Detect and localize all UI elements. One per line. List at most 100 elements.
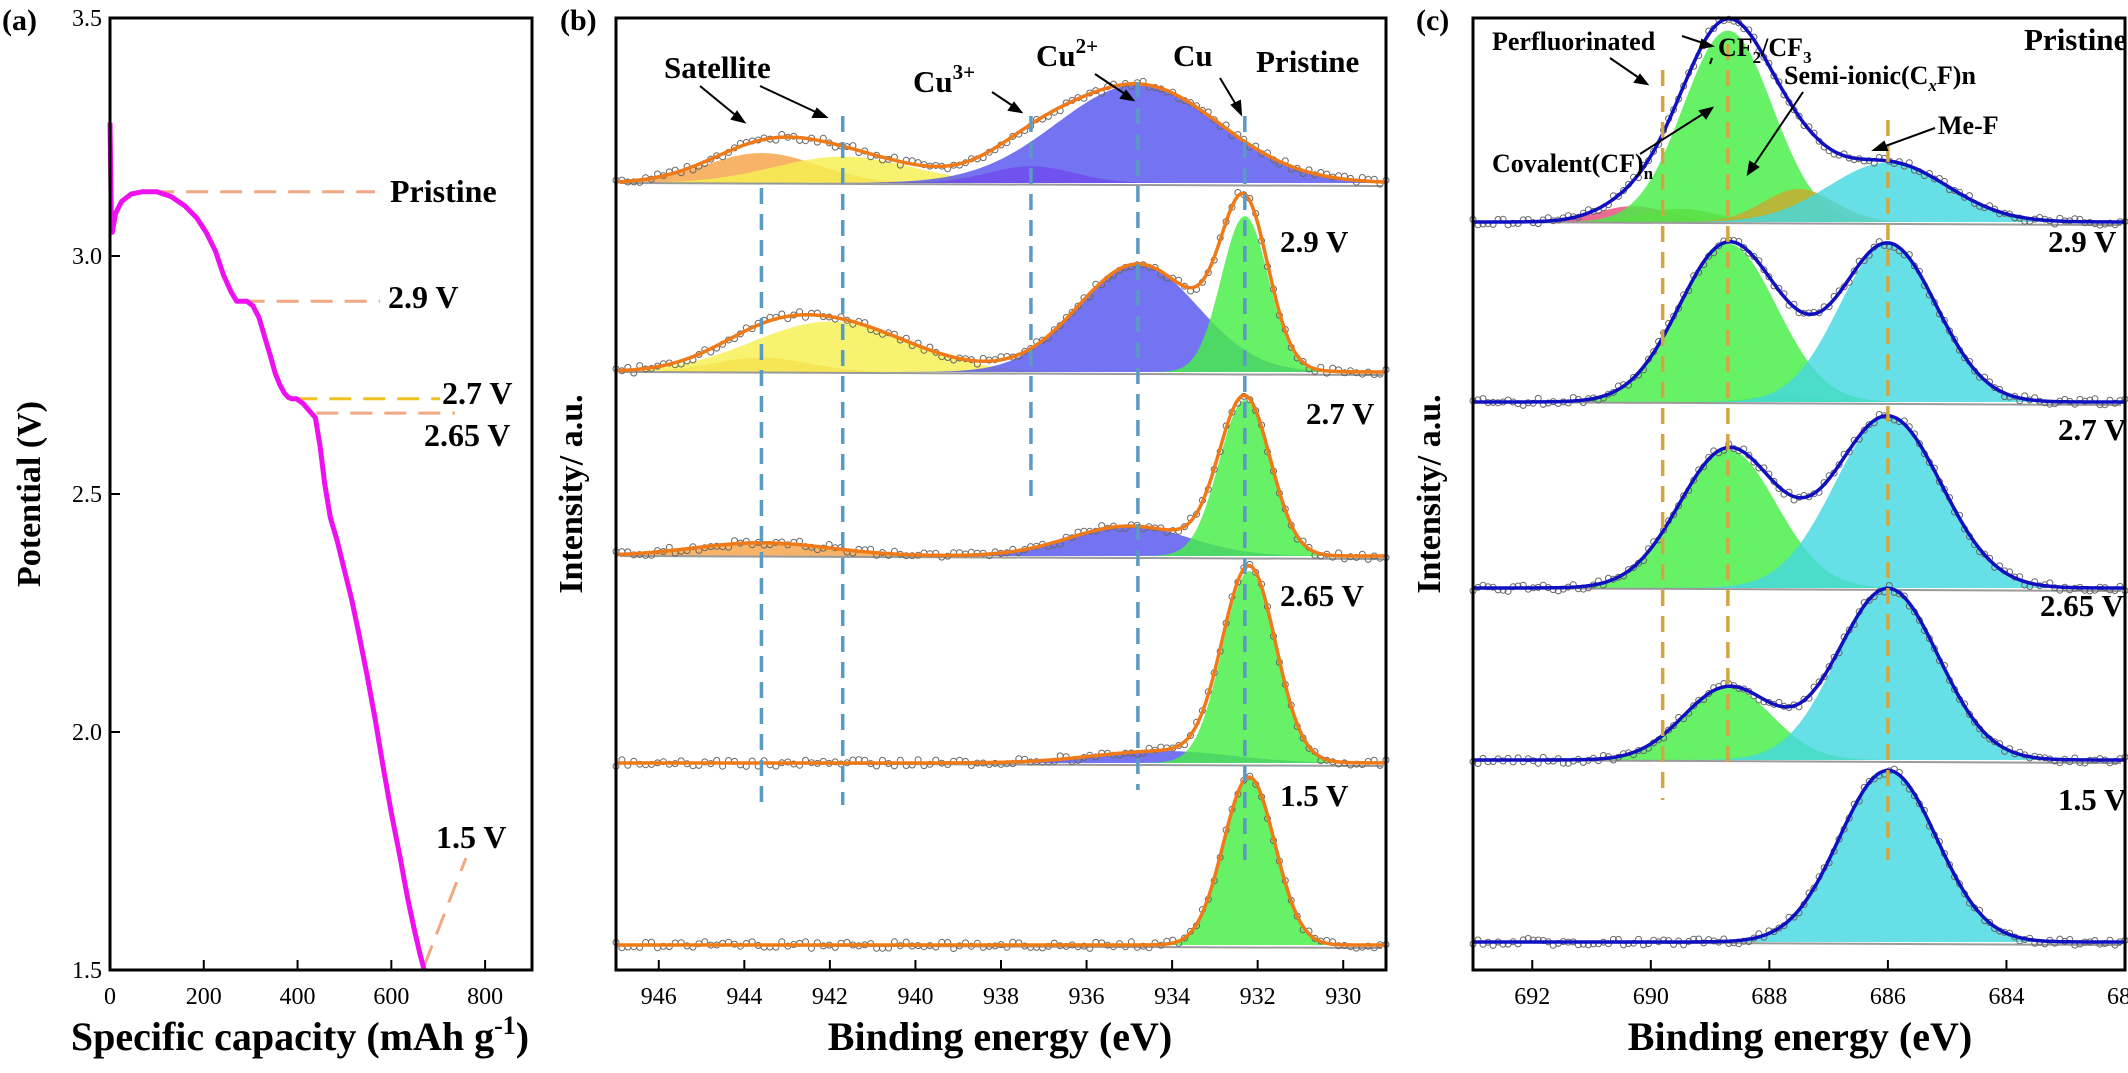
spectrum-data-point: [1068, 308, 1076, 316]
xtick-label: 936: [1069, 984, 1105, 1010]
xtick-label: 940: [897, 984, 933, 1010]
xtick-label: 692: [1514, 984, 1550, 1010]
label-cu3-sup: 3+: [953, 60, 975, 84]
spectrum-component: [1473, 770, 2125, 942]
arrow-me-f-head: [1871, 140, 1889, 151]
xtick-label: 942: [812, 984, 848, 1010]
label-b-pristine: Pristine: [1256, 44, 1359, 79]
spectrum-component: [616, 777, 1386, 945]
arrow-satellite-1-head: [730, 110, 747, 124]
a-ytick-label: 1.5: [72, 958, 102, 984]
arrow-cu3-head: [1007, 101, 1024, 114]
arrow-cf2-head: [1698, 38, 1715, 50]
a-guide-line: [422, 857, 468, 967]
arrow-semi-ionic: [1751, 91, 1804, 169]
spectrum-label: 1.5 V: [1280, 778, 1349, 813]
panel-c-ticks: 692 690 688 686 684 682: [1514, 960, 2128, 1010]
xtick-label: 946: [641, 984, 677, 1010]
xtick-label: 932: [1240, 984, 1276, 1010]
spectrum-component: [616, 156, 1386, 183]
f-reference-lines: [1660, 44, 1890, 860]
a-xtick-label: 400: [280, 984, 316, 1010]
arrow-perfluorinated: [1609, 57, 1643, 81]
spectrum-data-point: [1670, 722, 1678, 730]
arrow-cu2: [1094, 73, 1129, 97]
spectrum-component: [1473, 588, 2125, 760]
spectrum-component: [1473, 243, 2125, 402]
cu-spectra: 2.9 V 2.7 V 2.65 V 1.5 V: [612, 77, 1390, 952]
arrow-satellite-1: [699, 85, 740, 119]
a-ytick-label: 3.0: [72, 244, 102, 270]
panel-c-xlabel: Binding energy (eV): [1628, 1014, 1972, 1059]
xtick-label: 930: [1325, 984, 1361, 1010]
spectrum-label: 2.9 V: [1280, 224, 1349, 259]
a-xtick-label: 200: [186, 984, 222, 1010]
label-perfluorinated: Perfluorinated: [1492, 27, 1656, 56]
panel-b: (b) 2.9 V 2.7 V 2.65 V 1.5 V 946 944 942 940 93…: [553, 4, 1390, 1059]
panel-c-ylabel: Intensity/ a.u.: [1411, 394, 1448, 593]
a-xtick-label: 800: [467, 984, 503, 1010]
arrow-cu-head: [1230, 99, 1243, 117]
label-cf3-base: /CF: [1760, 33, 1803, 62]
a-annotation-label: Pristine: [390, 173, 497, 209]
spectrum-data-point: [1860, 426, 1868, 434]
spectrum-component: [616, 264, 1386, 372]
spectrum-baseline: [1476, 401, 2122, 406]
panel-a-ticks: 0 200 400 600 800 1.5 2.0 2.5 3.0 3.5: [72, 6, 503, 1010]
arrow-perfluorinated-head: [1633, 73, 1650, 86]
a-xtick-label: 600: [373, 984, 409, 1010]
spectrum-baseline: [619, 371, 1383, 376]
panel-b-ticks: 946 944 942 940 938 936 934 932 930: [641, 960, 1361, 1010]
spectrum-envelope: [1473, 16, 2125, 224]
spectrum-label: 2.7 V: [2058, 412, 2127, 447]
label-arrows-b: [699, 73, 1243, 124]
spectrum-component: [1473, 162, 2125, 222]
panel-c-letter: (c): [1416, 4, 1449, 37]
spectrum-component: [616, 216, 1386, 372]
panel-a-xlabel: Specific capacity (mAh g-1): [71, 1011, 529, 1059]
spectrum-envelope: [1473, 414, 2125, 590]
panel-b-ylabel: Intensity/ a.u.: [553, 394, 590, 593]
a-annotation-label: 2.65 V: [424, 417, 511, 453]
label-covalent: Covalent(CF)n: [1492, 149, 1654, 183]
label-arrows-c: [1609, 35, 1936, 177]
panel-c-frame: [1471, 16, 2127, 972]
label-c-pristine: Pristine: [2024, 22, 2127, 57]
label-semi-ionic-sub: x: [1927, 76, 1937, 95]
label-cu3-base: Cu: [913, 64, 953, 99]
arrow-satellite-2-head: [811, 107, 829, 118]
spectrum-label: 2.65 V: [2040, 588, 2124, 623]
spectrum-component: [1473, 30, 2125, 222]
arrow-covalent-head: [1698, 106, 1715, 120]
spectrum-data-point: [1074, 302, 1082, 310]
discharge-curve: [107, 122, 427, 971]
xtick-label: 684: [1988, 984, 2024, 1010]
label-cu: Cu: [1173, 38, 1213, 73]
arrow-semi-ionic-head: [1746, 160, 1760, 177]
arrow-me-f: [1879, 127, 1936, 149]
label-semi-ionic-end: F)n: [1937, 61, 1977, 90]
spectrum-component: [1473, 243, 2125, 402]
label-me-f: Me-F: [1938, 111, 1999, 140]
arrow-covalent: [1639, 111, 1707, 155]
label-semi-ionic: Semi-ionic(CxF)n: [1784, 61, 1976, 95]
panel-a-ylabel: Potential (V): [11, 401, 48, 587]
spectrum-envelope: [615, 82, 1387, 184]
label-covalent-sub: n: [1644, 164, 1654, 183]
xtick-label: 944: [726, 984, 762, 1010]
panel-a-xlabel-main: Specific capacity (mAh g: [71, 1014, 494, 1059]
spectrum-envelope: [1473, 768, 2125, 944]
panel-a: (a) Pristine 2.9 V 2.7 V 2.65 V 1.5 V 0 200 40…: [2, 4, 534, 1059]
label-semi-ionic-base: Semi-ionic(C: [1784, 61, 1928, 90]
spectrum-component: [616, 321, 1386, 372]
spectrum-envelope: [615, 191, 1386, 374]
a-ytick-label: 2.0: [72, 720, 102, 746]
label-satellite: Satellite: [664, 50, 771, 85]
panel-b-letter: (b): [560, 4, 597, 37]
arrow-cu2-head: [1119, 89, 1136, 102]
xtick-label: 938: [983, 984, 1019, 1010]
panel-b-xlabel: Binding energy (eV): [828, 1014, 1172, 1059]
spectrum-baseline: [619, 555, 1383, 560]
panel-a-letter: (a): [2, 4, 37, 37]
spectrum-component: [616, 400, 1386, 556]
